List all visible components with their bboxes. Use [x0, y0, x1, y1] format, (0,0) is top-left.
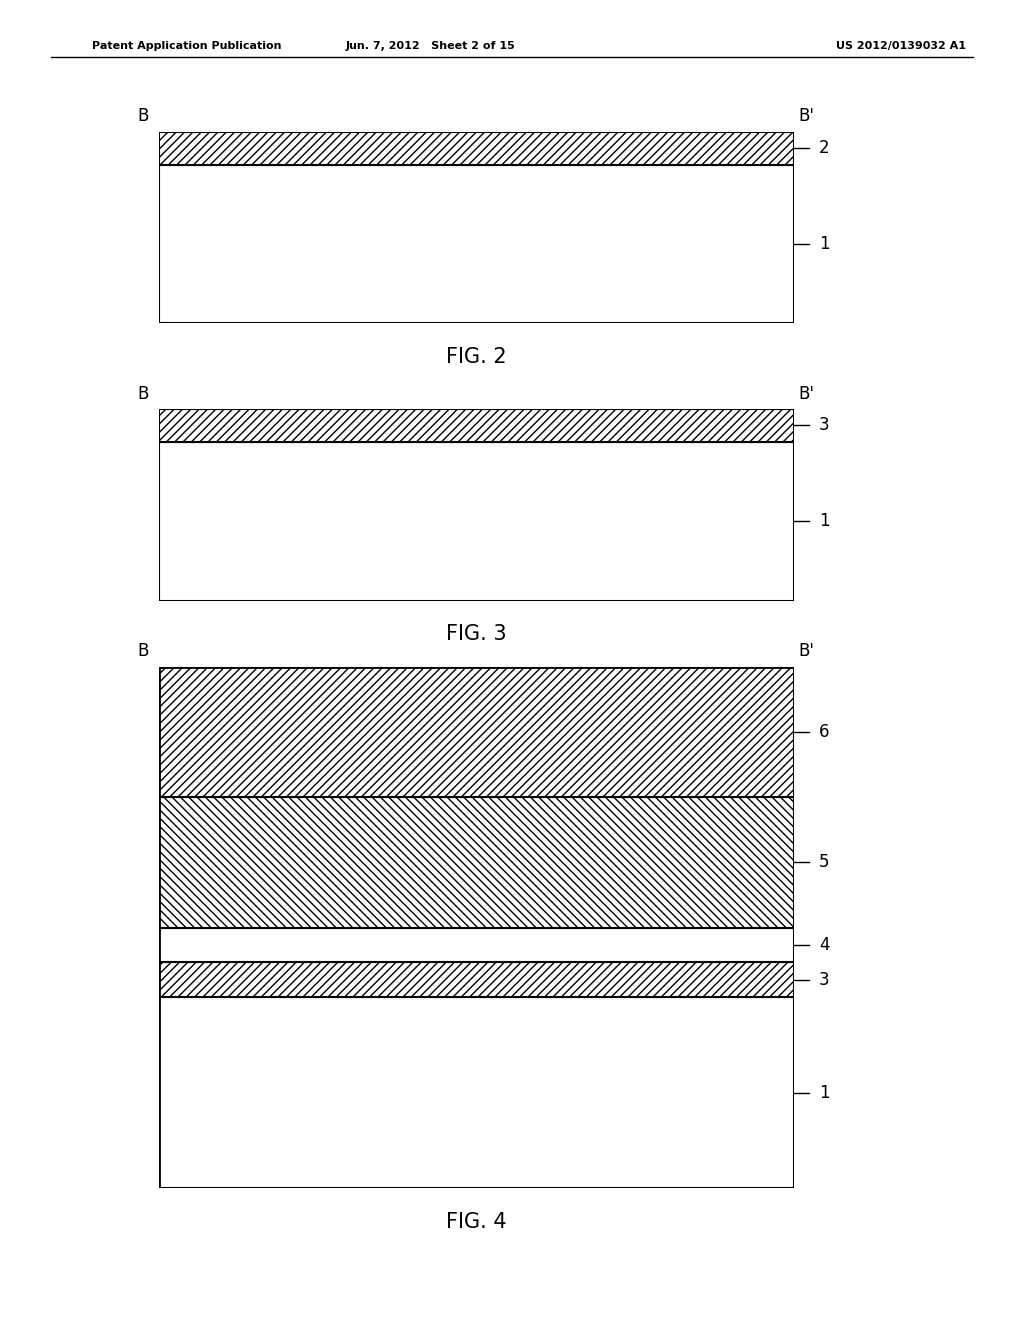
Bar [159, 928, 794, 962]
Text: 3: 3 [819, 417, 829, 434]
Bar [159, 409, 794, 442]
Bar [159, 997, 794, 1188]
Text: Jun. 7, 2012   Sheet 2 of 15: Jun. 7, 2012 Sheet 2 of 15 [345, 41, 515, 51]
Text: 6: 6 [819, 723, 829, 741]
Text: B': B' [799, 384, 815, 403]
Text: 2: 2 [819, 140, 829, 157]
Bar [159, 962, 794, 997]
Text: B: B [137, 384, 148, 403]
Text: 3: 3 [819, 970, 829, 989]
Text: 1: 1 [819, 235, 829, 253]
Text: B': B' [799, 107, 815, 125]
Text: B: B [137, 107, 148, 125]
Text: FIG. 4: FIG. 4 [445, 1212, 507, 1232]
Text: 1: 1 [819, 1084, 829, 1102]
Text: US 2012/0139032 A1: US 2012/0139032 A1 [837, 41, 966, 51]
Bar [159, 165, 794, 323]
Bar [159, 132, 794, 165]
Bar [159, 442, 794, 601]
Bar [159, 667, 794, 797]
Text: 4: 4 [819, 936, 829, 954]
Text: B': B' [799, 642, 815, 660]
Text: B: B [137, 642, 148, 660]
Text: FIG. 2: FIG. 2 [445, 347, 507, 367]
Text: 1: 1 [819, 512, 829, 531]
Bar [159, 797, 794, 928]
Text: Patent Application Publication: Patent Application Publication [92, 41, 282, 51]
Text: 5: 5 [819, 853, 829, 871]
Text: FIG. 3: FIG. 3 [445, 624, 507, 644]
